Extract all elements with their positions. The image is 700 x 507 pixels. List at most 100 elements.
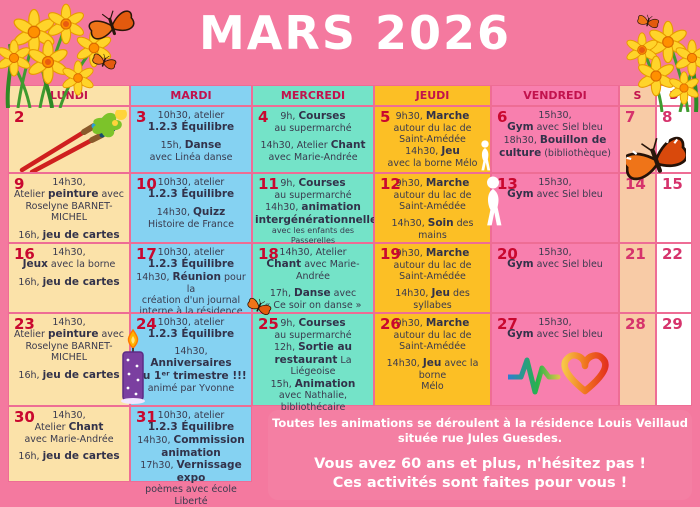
activity-line: 15h30, [538, 317, 572, 328]
activity-line: 15h30, [538, 247, 572, 258]
day-number: 17 [136, 245, 157, 263]
activity-line: 14h30, [52, 177, 86, 188]
day-cell-26: 26 9h30, Marche autour du lac de Saint-Améd… [374, 313, 491, 406]
activity-line: 14h30, Jeu avec la borne [386, 357, 479, 381]
activity-line: Gym avec Siel bleu [507, 258, 603, 271]
activity-line: 1.2.3 Équilibre [147, 188, 235, 201]
activity-line: Atelier peinture avec [14, 328, 124, 341]
day-number: 28 [625, 315, 646, 333]
day-cell-17: 17 10h30, atelier 1.2.3 Équilibre 14h30, Ré… [130, 243, 252, 317]
day-number: 25 [258, 315, 279, 333]
weekday-header-s: S [619, 85, 656, 106]
activity-line: 14h30, Atelier Chant [260, 138, 366, 151]
footer-note: Toutes les animations se déroulent à la … [268, 410, 692, 500]
activity-line: avec Linéa danse [149, 151, 233, 163]
activity-line: interne à la résidence [139, 306, 243, 318]
activity-line: Gym avec Siel bleu [507, 121, 603, 134]
activity-line: culture (bibliothèque) [499, 146, 611, 159]
activity-line: 1.2.3 Équilibre [147, 421, 235, 434]
activity-line: Mélo [421, 381, 444, 393]
day-number: 21 [625, 245, 646, 263]
day-number: 11 [258, 175, 279, 193]
activity-line: 14h30, Quizz [156, 205, 226, 218]
day-cell-21: 21 [619, 243, 656, 313]
day-number: 20 [497, 245, 518, 263]
activity-line: 15h, Danse [160, 138, 222, 151]
footer-invite-line2: Ces activités sont faites pour vous ! [332, 475, 628, 492]
activity-line: 17h, Danse avec [269, 287, 357, 300]
day-cell-13: 13 15h30, Gym avec Siel bleu [491, 173, 619, 243]
day-cell-20: 20 15h30, Gym avec Siel bleu [491, 243, 619, 313]
weekday-header-mercredi: MERCREDI [252, 85, 374, 106]
activity-line: 14h30, Jeu des syllabes [395, 287, 470, 311]
activity-line: restaurant La Liégeoise [274, 353, 352, 378]
activity-line: autour du lac de [393, 122, 472, 134]
day-cell-2: 2 [8, 106, 130, 173]
activity-line: 15h, Animation [270, 377, 356, 390]
activity-line: animation [161, 446, 221, 459]
footer-invite-line1: Vous avez 60 ans et plus, n'hésitez pas … [314, 455, 646, 472]
activity-line: 9h30, Marche [395, 177, 470, 189]
day-cell-23: 23 14h30, Atelier peinture avec Roselyne BA… [8, 313, 130, 406]
activity-line: Anniversaires [150, 357, 232, 370]
activity-line: 9h, Courses [280, 317, 346, 329]
day-cell-31: 31 10h30, atelier 1.2.3 Équilibre 14h30, Co… [130, 406, 252, 507]
activity-line: 15h30, [538, 110, 572, 121]
activity-line: 14h30, Atelier [279, 247, 347, 258]
activity-line: 10h30, atelier [157, 110, 225, 121]
footer-invite: Vous avez 60 ans et plus, n'hésitez pas … [268, 455, 692, 494]
activity-line: animé par Yvonne [147, 382, 235, 394]
activity-line: 17h30, Vernissage expo [140, 459, 242, 484]
day-cell-10: 10 10h30, atelier 1.2.3 Équilibre 14h30, Qu… [130, 173, 252, 243]
activity-line: Roselyne BARNET-MICHEL [25, 200, 113, 224]
day-number: 30 [14, 408, 35, 426]
day-number: 23 [14, 315, 35, 333]
activity-line: 16h, jeu de cartes [18, 228, 120, 241]
weekday-header-vendredi: VENDREDI [491, 85, 619, 106]
activity-line: du 1ᵉʳ trimestre !!! [135, 369, 247, 382]
day-number: 31 [136, 408, 157, 426]
activity-line: 1.2.3 Équilibre [147, 121, 235, 134]
weekday-header-mardi: MARDI [130, 85, 252, 106]
day-cell-5: 5 9h30, Marche autour du lac de Saint-Amédé… [374, 106, 491, 173]
day-number: 5 [380, 108, 391, 126]
day-number: 2 [14, 108, 25, 126]
day-number: 3 [136, 108, 147, 126]
activity-line: 14h30, [52, 410, 86, 421]
day-number: 9 [14, 175, 25, 193]
day-cell-8: 8 [656, 106, 692, 173]
day-number: 4 [258, 108, 269, 126]
day-cell-9: 9 14h30, Atelier peinture avec Roselyne BAR… [8, 173, 130, 243]
day-cell-24: 24 10h30, atelier 1.2.3 Équilibre 14h30, Ann… [130, 313, 252, 406]
calendar-grid: LUNDI MARDI MERCREDI JEUDI VENDREDI S D 2 3 10h30… [8, 85, 692, 507]
activity-line: 14h30, Jeu [405, 145, 460, 158]
activity-line: Gym avec Siel bleu [507, 328, 603, 341]
footer-location-line1: Toutes les animations se déroulent à la … [272, 416, 688, 430]
activity-line: 10h30, atelier [157, 177, 225, 188]
activity-line: avec Marie-Andrée [268, 151, 358, 163]
activity-line: création d'un journal [141, 294, 241, 306]
activity-line: 9h30, Marche [395, 317, 470, 329]
day-cell-7: 7 [619, 106, 656, 173]
activity-line: Atelier Chant [34, 421, 104, 434]
page-title: MARS 2026 [199, 6, 511, 60]
day-cell-14: 14 [619, 173, 656, 243]
day-number: 19 [380, 245, 401, 263]
activity-line: avec la borne Mélo [387, 157, 478, 169]
activity-line: 9h, Courses [280, 177, 346, 189]
day-cell-29: 29 [656, 313, 692, 406]
day-cell-19: 19 9h30, Marche autour du lac de Saint-Améd… [374, 243, 491, 313]
activity-line: autour du lac de [393, 329, 472, 341]
activity-line: 9h30, Marche [395, 247, 470, 259]
activity-line: Gym avec Siel bleu [507, 188, 603, 201]
day-cell-30: 30 14h30, Atelier Chant avec Marie-Andrée 16… [8, 406, 130, 482]
activity-line: 18h30, Bouillon de [503, 133, 607, 146]
activity-line: 16h, jeu de cartes [18, 368, 120, 381]
weekday-header-jeudi: JEUDI [374, 85, 491, 106]
activity-line: 9h30, Marche [395, 110, 470, 122]
day-cell-4: 4 9h, Courses au supermarché 14h30, Atelier… [252, 106, 374, 173]
day-number: 6 [497, 108, 508, 126]
day-number: 15 [662, 175, 683, 193]
activity-line: poèmes avec école Liberté [145, 484, 237, 507]
day-number: 29 [662, 315, 683, 333]
